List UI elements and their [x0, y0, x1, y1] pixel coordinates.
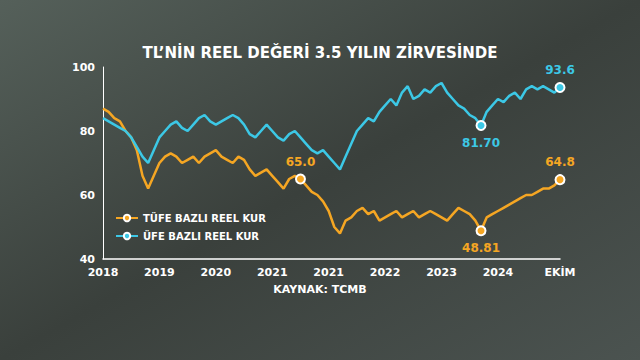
svg-text:93.6: 93.6 — [545, 63, 575, 77]
svg-text:80: 80 — [80, 125, 96, 138]
svg-text:EKİM: EKİM — [544, 265, 575, 279]
svg-text:2023: 2023 — [426, 266, 457, 279]
svg-text:40: 40 — [80, 253, 96, 266]
svg-text:64.8: 64.8 — [545, 155, 575, 169]
svg-text:2018: 2018 — [88, 266, 119, 279]
svg-text:100: 100 — [72, 61, 95, 74]
svg-text:48.81: 48.81 — [462, 241, 500, 255]
svg-text:2021: 2021 — [257, 266, 288, 279]
svg-text:KAYNAK: TCMB: KAYNAK: TCMB — [273, 283, 366, 296]
svg-text:2022: 2022 — [370, 266, 401, 279]
svg-text:60: 60 — [80, 189, 96, 202]
svg-text:2019: 2019 — [144, 266, 175, 279]
svg-text:2024: 2024 — [483, 266, 514, 279]
svg-text:TÜFE BAZLI REEL KUR: TÜFE BAZLI REEL KUR — [143, 211, 266, 224]
svg-text:2021: 2021 — [313, 266, 344, 279]
svg-text:65.0: 65.0 — [286, 155, 316, 169]
svg-text:ÜFE BAZLI REEL KUR: ÜFE BAZLI REEL KUR — [143, 229, 259, 242]
svg-text:TL’NİN REEL DEĞERİ 3.5 YILIN Z: TL’NİN REEL DEĞERİ 3.5 YILIN ZİRVESİNDE — [142, 43, 497, 62]
svg-text:2020: 2020 — [201, 266, 232, 279]
svg-text:81.70: 81.70 — [462, 136, 500, 150]
